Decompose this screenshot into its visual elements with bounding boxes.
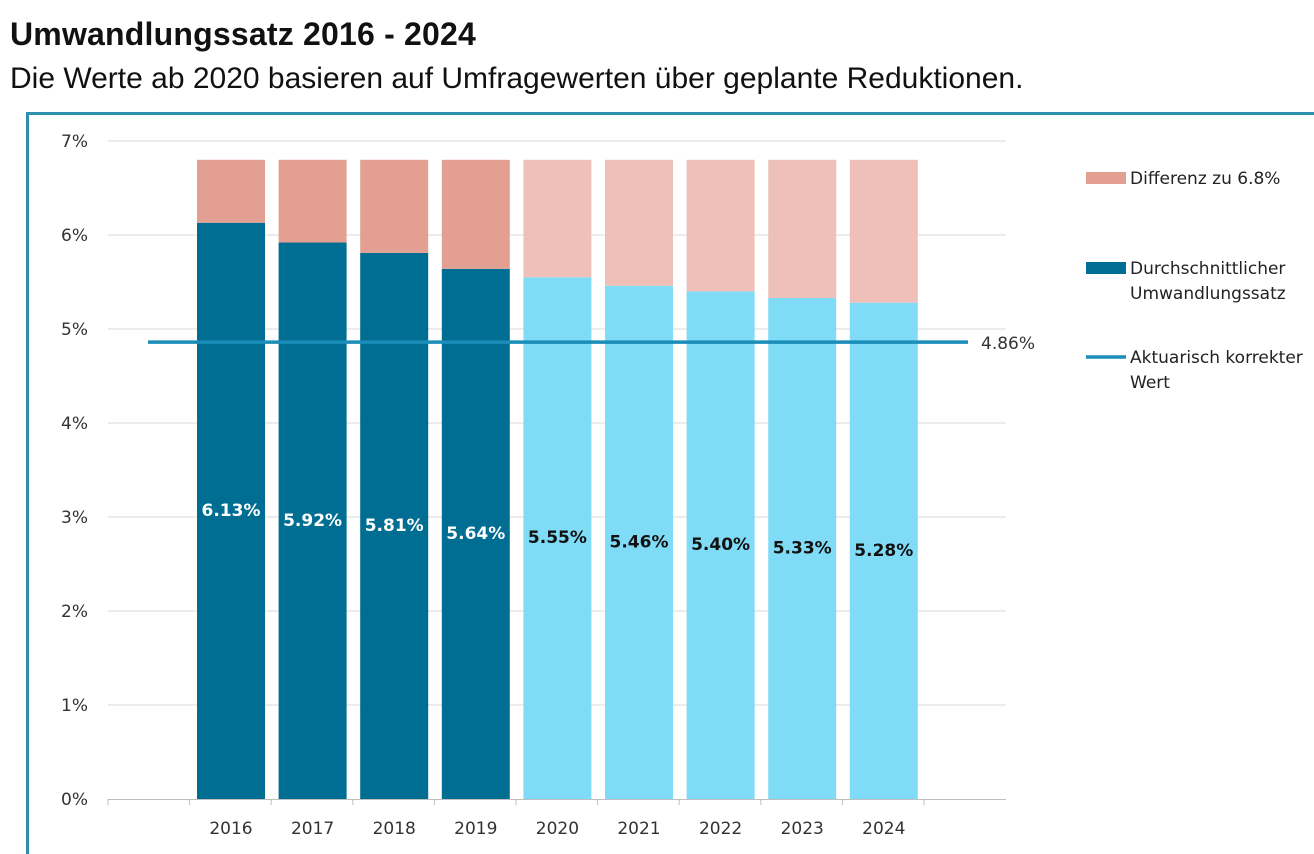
y-tick-label: 7%	[61, 132, 88, 152]
y-tick-label: 2%	[61, 602, 88, 622]
data-label-2023: 5.33%	[773, 538, 832, 558]
x-tick-label: 2019	[454, 819, 497, 839]
bar-differenz-2016	[197, 159, 265, 223]
bar-umwandlungssatz-2020	[523, 277, 592, 799]
data-labels: 6.13% 5.92% 5.81% 5.64% 5.55% 5.46% 5.40% 5.33%…	[202, 501, 914, 561]
legend: Differenz zu 6.8% Durchschnittlicher Umwan…	[1086, 169, 1303, 393]
bar-differenz-2019	[441, 159, 510, 269]
legend-label-line2: Umwandlungssatz	[1130, 284, 1286, 304]
frame-top-border	[26, 112, 1314, 115]
data-label-2017: 5.92%	[283, 511, 342, 531]
x-tick-label: 2021	[617, 819, 660, 839]
y-tick-label: 4%	[61, 414, 88, 434]
bar-umwandlungssatz-2024	[849, 302, 918, 799]
bars	[197, 159, 918, 800]
legend-label: Differenz zu 6.8%	[1130, 169, 1280, 189]
frame-left-border	[26, 112, 29, 854]
bar-differenz-2022	[686, 159, 755, 292]
chart-title: Umwandlungssatz 2016 - 2024	[10, 16, 477, 52]
bar-umwandlungssatz-2017	[278, 242, 347, 799]
data-label-2022: 5.40%	[691, 535, 750, 555]
bar-differenz-2023	[768, 159, 837, 298]
data-label-2018: 5.81%	[365, 516, 424, 536]
reference-line-group: 4.86%	[148, 334, 1035, 354]
bar-differenz-2024	[849, 159, 918, 303]
bar-umwandlungssatz-2022	[686, 291, 755, 799]
bar-umwandlungssatz-2019	[441, 268, 510, 800]
y-tick-label: 6%	[61, 226, 88, 246]
x-tick-label: 2022	[699, 819, 742, 839]
y-tick-label: 5%	[61, 320, 88, 340]
data-label-2020: 5.55%	[528, 528, 587, 548]
legend-label: Aktuarisch korrekter	[1130, 348, 1303, 368]
x-tick-label: 2016	[209, 819, 252, 839]
bar-differenz-2018	[360, 159, 429, 253]
bar-umwandlungssatz-2016	[197, 222, 265, 799]
x-tick-label: 2017	[291, 819, 334, 839]
bar-differenz-2020	[523, 159, 592, 278]
legend-label: Durchschnittlicher	[1130, 259, 1285, 279]
x-tick-label: 2018	[373, 819, 416, 839]
data-label-2024: 5.28%	[854, 541, 913, 561]
x-tick-label: 2024	[862, 819, 905, 839]
bar-umwandlungssatz-2021	[605, 285, 673, 799]
x-axis: 2016 2017 2018 2019 2020 2021 2022 2023 2024	[107, 799, 1006, 839]
y-tick-label: 1%	[61, 696, 88, 716]
y-tick-label: 3%	[61, 508, 88, 528]
x-tick-label: 2020	[536, 819, 579, 839]
reference-line-label: 4.86%	[981, 334, 1035, 354]
data-label-2021: 5.46%	[610, 532, 669, 552]
legend-label-line2: Wert	[1130, 373, 1170, 393]
chart-subtitle: Die Werte ab 2020 basieren auf Umfragewe…	[10, 62, 1024, 95]
bar-umwandlungssatz-2023	[768, 297, 837, 799]
legend-swatch	[1086, 262, 1126, 274]
legend-swatch	[1086, 172, 1126, 184]
data-label-2019: 5.64%	[446, 524, 505, 544]
y-axis: 0% 1% 2% 3% 4% 5% 6% 7%	[61, 132, 88, 810]
y-tick-label: 0%	[61, 790, 88, 810]
bar-differenz-2021	[605, 159, 673, 286]
data-label-2016: 6.13%	[202, 501, 261, 521]
bar-differenz-2017	[278, 159, 347, 243]
x-tick-label: 2023	[781, 819, 824, 839]
